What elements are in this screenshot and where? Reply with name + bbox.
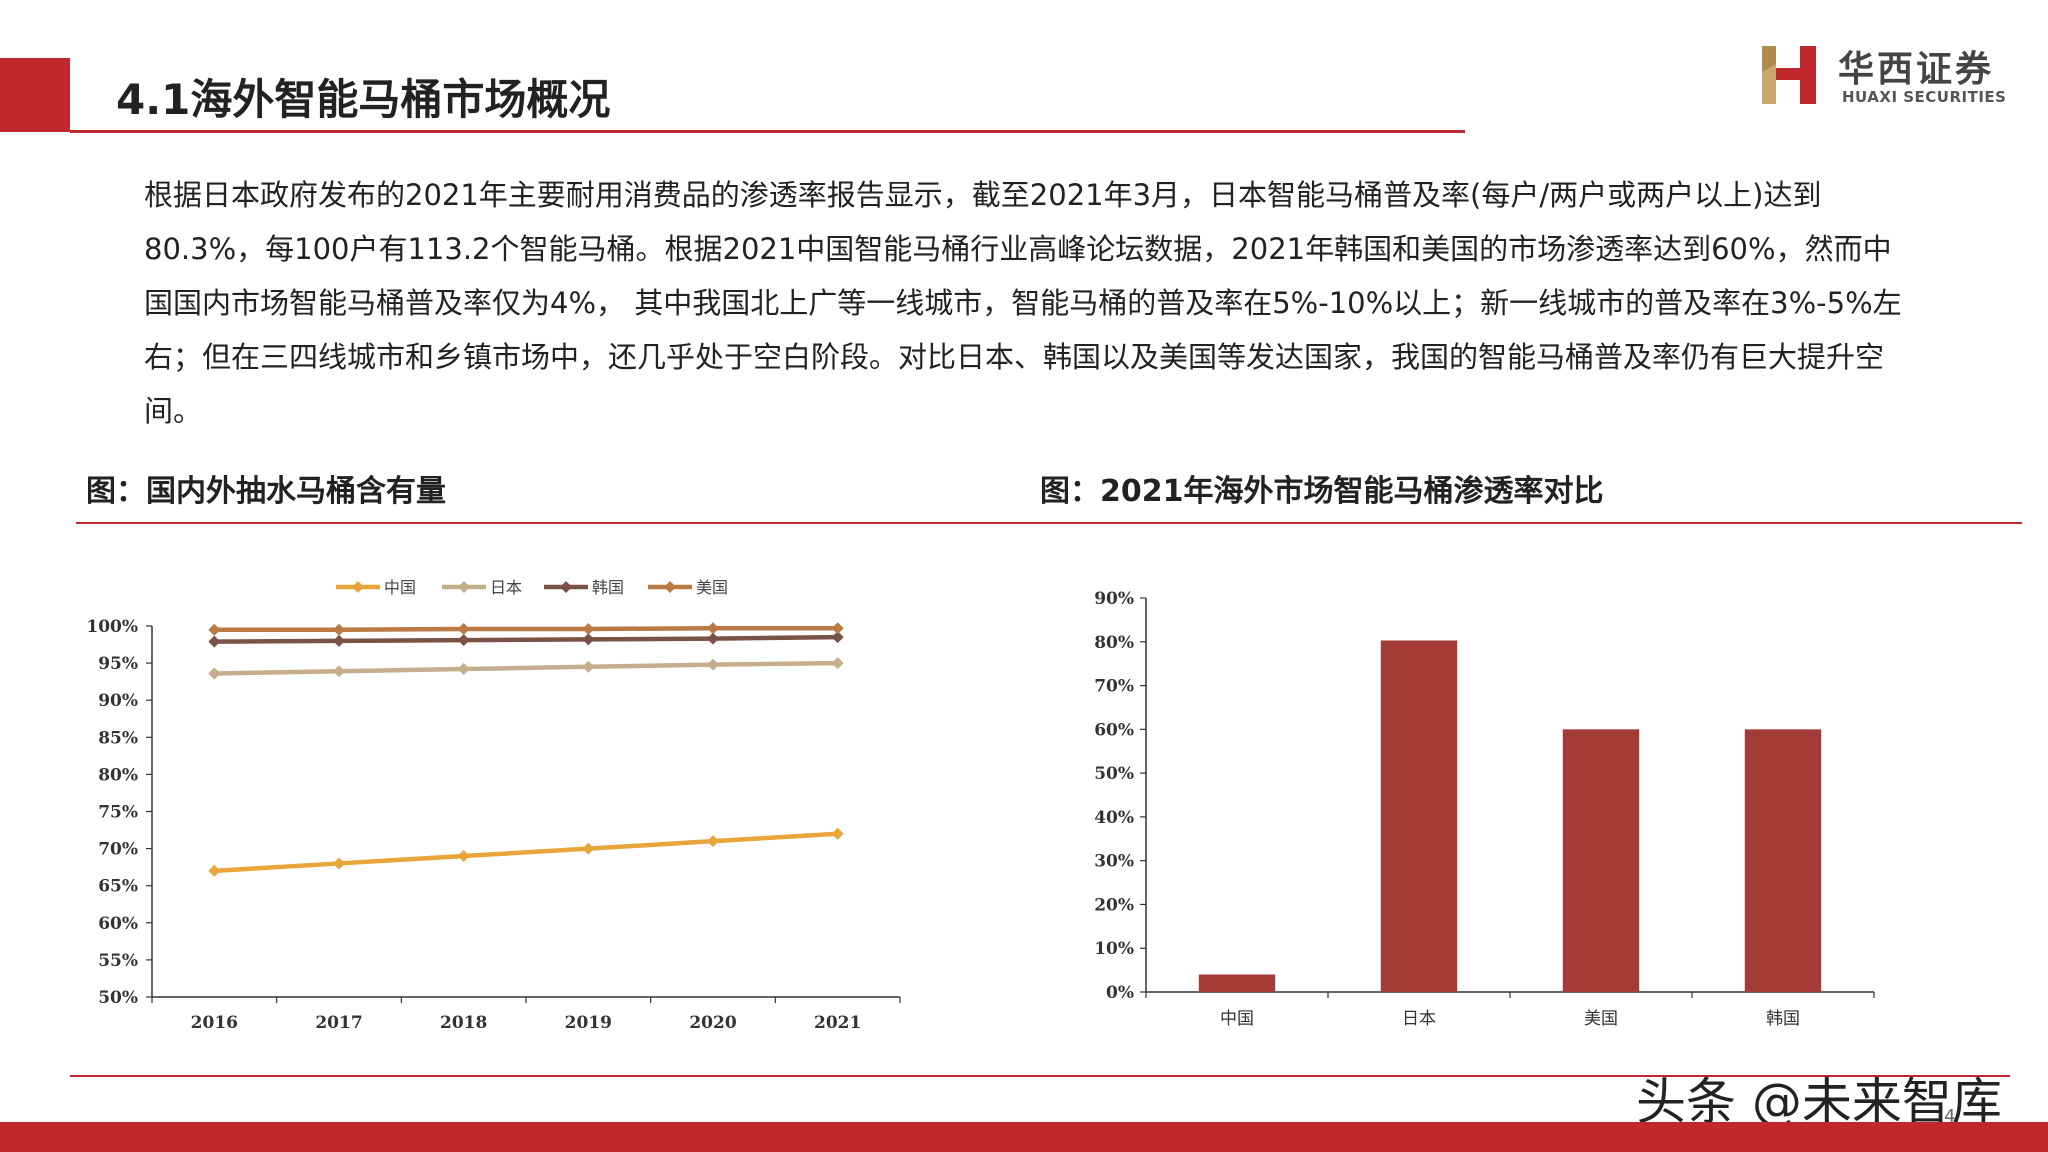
chart-title-divider <box>76 522 2022 524</box>
data-point <box>707 622 719 635</box>
data-point <box>707 835 719 848</box>
y-tick-label: 90% <box>1094 589 1134 609</box>
x-tick-label: 2017 <box>315 1013 362 1033</box>
y-tick-label: 100% <box>86 617 138 637</box>
x-tick-label: 2021 <box>814 1013 861 1033</box>
logo-chinese-name: 华西证券 <box>1838 49 1995 90</box>
legend-label: 美国 <box>696 578 728 597</box>
page-number: 4 <box>1944 1106 1956 1127</box>
watermark: 头条 @未来智库 <box>1636 1073 2002 1131</box>
data-point <box>831 631 844 644</box>
legend-marker <box>458 581 470 593</box>
legend-label: 日本 <box>490 578 522 597</box>
y-tick-label: 75% <box>98 803 138 823</box>
y-tick-label: 0% <box>1106 983 1134 1003</box>
x-tick-label: 2018 <box>440 1013 487 1033</box>
series-line-3 <box>214 625 838 632</box>
x-tick-label: 2020 <box>689 1013 736 1033</box>
y-tick-label: 85% <box>98 728 138 748</box>
series-line-1 <box>214 660 838 676</box>
data-point <box>582 633 595 646</box>
data-point <box>582 660 595 673</box>
y-tick-label: 95% <box>98 654 138 674</box>
logo-english-name: HUAXI SECURITIES <box>1842 88 2007 106</box>
x-tick-label: 日本 <box>1402 1009 1436 1029</box>
y-tick-label: 10% <box>1094 939 1134 959</box>
legend-marker <box>560 581 572 593</box>
title-accent-block <box>0 58 70 132</box>
data-point <box>333 623 345 636</box>
x-tick-label: 韩国 <box>1766 1009 1800 1029</box>
body-paragraph: 根据日本政府发布的2021年主要耐用消费品的渗透率报告显示，截至2021年3月，… <box>144 178 1902 428</box>
y-tick-label: 80% <box>98 765 138 785</box>
legend-label: 中国 <box>384 578 416 597</box>
y-tick-label: 70% <box>98 840 138 860</box>
series-line-2 <box>214 634 838 644</box>
legend-label: 韩国 <box>592 578 624 597</box>
data-point <box>831 657 844 670</box>
y-tick-label: 50% <box>98 988 138 1008</box>
data-point <box>582 622 595 635</box>
y-tick-label: 30% <box>1094 852 1134 872</box>
footer-divider <box>70 1075 2010 1077</box>
data-point <box>333 665 345 678</box>
right-chart-title: 图：2021年海外市场智能马桶渗透率对比 <box>1040 474 1604 509</box>
y-tick-label: 65% <box>98 877 138 897</box>
y-tick-label: 40% <box>1094 808 1134 828</box>
series-line-0 <box>214 831 838 874</box>
y-tick-label: 90% <box>98 691 138 711</box>
line-chart: 50% 55% 60% 65% 70% 75% 80% 85% 90% 95% 100% 2016 20… <box>86 578 901 1033</box>
data-point <box>208 623 221 636</box>
x-tick-label: 中国 <box>1220 1009 1254 1029</box>
y-tick-label: 20% <box>1094 895 1134 915</box>
x-tick-label: 2019 <box>565 1013 612 1033</box>
data-point <box>333 634 345 647</box>
data-point <box>208 635 221 648</box>
data-point <box>457 663 470 676</box>
data-point <box>582 842 595 855</box>
x-tick-label: 美国 <box>1584 1009 1618 1029</box>
data-point <box>208 667 221 680</box>
bar-1 <box>1380 640 1458 992</box>
bar-2 <box>1562 729 1640 992</box>
data-point <box>457 622 470 635</box>
data-point <box>208 864 221 877</box>
legend-marker <box>352 581 364 593</box>
bar-0 <box>1198 974 1276 992</box>
left-chart-title: 图：国内外抽水马桶含有量 <box>86 474 446 509</box>
y-tick-label: 70% <box>1094 677 1134 697</box>
bar-chart: 0% 10% 20% 30% 40% 50% 60% 70% 80% 90% 中国 日本 美国 韩国 <box>1094 589 1875 1029</box>
y-tick-label: 60% <box>98 914 138 934</box>
data-point <box>831 622 844 635</box>
y-tick-label: 50% <box>1094 764 1134 784</box>
title-underline <box>70 130 1465 133</box>
y-tick-label: 60% <box>1094 720 1134 740</box>
data-point <box>333 857 345 870</box>
data-point <box>707 658 719 671</box>
y-tick-label: 55% <box>98 951 138 971</box>
data-point <box>457 850 470 863</box>
huaxi-logo-icon <box>1762 46 1816 104</box>
page-title: 4.1海外智能马桶市场概况 <box>116 75 611 124</box>
x-tick-label: 2016 <box>191 1013 238 1033</box>
footer-bar <box>0 1122 2048 1152</box>
data-point <box>831 827 844 840</box>
legend-marker <box>664 581 676 593</box>
y-tick-label: 80% <box>1094 633 1134 653</box>
bar-3 <box>1744 729 1822 992</box>
data-point <box>707 632 719 645</box>
data-point <box>457 634 470 647</box>
